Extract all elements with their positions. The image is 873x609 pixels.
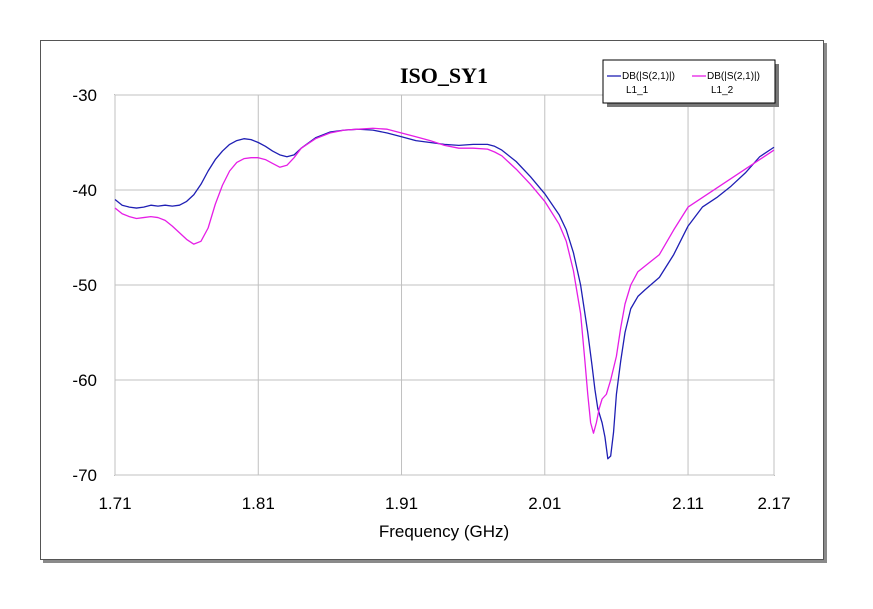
x-tick-label: 2.01	[528, 494, 561, 513]
x-axis-label: Frequency (GHz)	[379, 522, 509, 541]
y-tick-label: -60	[72, 371, 97, 390]
x-tick-labels: 1.71 1.81 1.91 2.01 2.11 2.17	[98, 494, 790, 513]
x-tick-label: 1.71	[98, 494, 131, 513]
x-tick-label: 2.17	[757, 494, 790, 513]
x-tick-label: 1.81	[242, 494, 275, 513]
legend-box	[602, 59, 776, 104]
y-tick-label: -70	[72, 466, 97, 485]
legend-label-1: DB(|S(2,1)|)	[622, 71, 675, 82]
legend-label-2: DB(|S(2,1)|)	[707, 71, 760, 82]
legend: DB(|S(2,1)|) L1_1 DB(|S(2,1)|) L1_2	[602, 59, 779, 107]
chart-frame: -30 -40 -50 -60 -70 1.71 1.81 1.91 2.01 2.11 2.17…	[40, 40, 824, 560]
legend-sub-2: L1_2	[711, 85, 734, 96]
y-tick-label: -50	[72, 276, 97, 295]
x-tick-label: 1.91	[385, 494, 418, 513]
y-tick-labels: -30 -40 -50 -60 -70	[72, 86, 97, 485]
chart-title: ISO_SY1	[400, 63, 488, 88]
legend-sub-1: L1_1	[626, 85, 649, 96]
series-line-1	[114, 128, 775, 460]
chart-svg: -30 -40 -50 -60 -70 1.71 1.81 1.91 2.01 2.11 2.17…	[72, 59, 791, 541]
x-tick-label: 2.11	[672, 494, 704, 513]
series-lines	[114, 127, 775, 460]
series-line-2	[114, 127, 775, 434]
y-tick-label: -40	[72, 181, 97, 200]
y-tick-label: -30	[72, 86, 97, 105]
